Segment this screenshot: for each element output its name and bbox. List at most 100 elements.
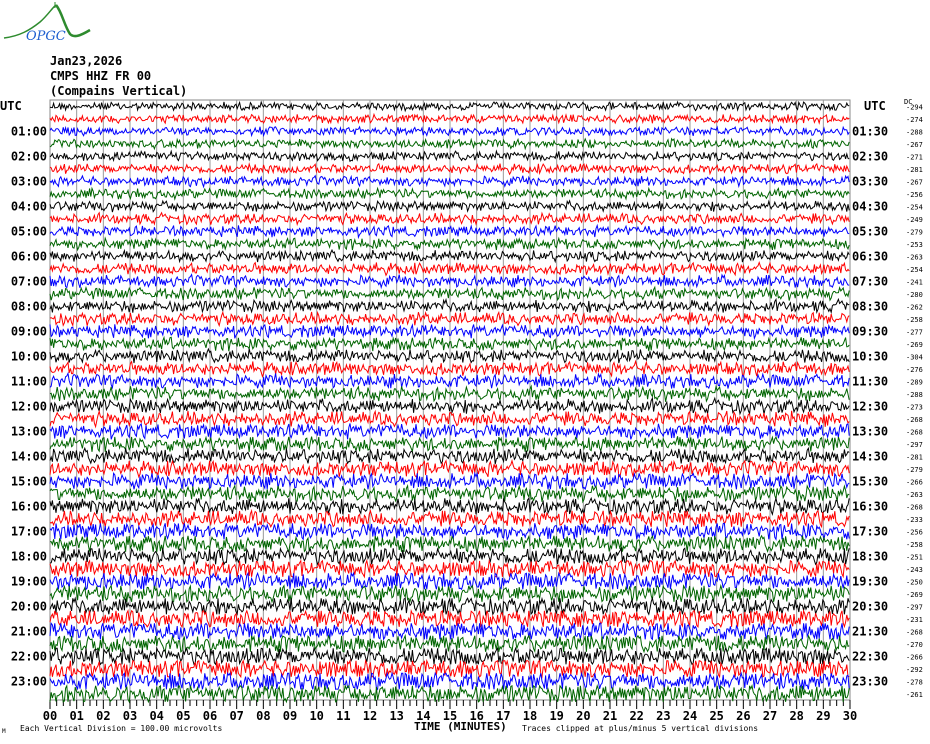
seismic-trace [49,583,850,604]
dc-offset-label: -233 [906,516,923,524]
seismic-trace [49,137,850,151]
seismic-trace [49,323,850,341]
dc-offset-label: -281 [906,166,923,174]
right-time-label: 15:30 [852,474,888,488]
dc-offset-label: -276 [906,366,923,374]
right-time-label: 03:30 [852,174,888,188]
dc-offset-label: -271 [906,153,923,161]
left-time-label: 21:00 [11,624,47,638]
dc-offset-label: -274 [906,116,923,124]
dc-offset-label: -277 [906,328,923,336]
seismic-trace [49,458,850,479]
seismic-trace [49,199,850,213]
x-tick-label: 26 [736,709,750,723]
left-time-label: 22:00 [11,649,47,663]
x-tick-label: 08 [256,709,270,723]
x-tick-label: 28 [789,709,803,723]
dc-offset-label: -273 [906,403,923,411]
x-tick-label: 10 [309,709,323,723]
left-time-label: 11:00 [11,374,47,388]
left-time-label: 07:00 [11,274,47,288]
dc-offset-label: -279 [906,228,923,236]
dc-offset-label: -258 [906,541,923,549]
x-tick-label: 16 [469,709,483,723]
seismic-trace [49,483,850,504]
x-tick-label: 03 [123,709,137,723]
seismic-trace [49,371,850,390]
x-tick-label: 24 [683,709,697,723]
seismic-trace [49,310,850,328]
left-time-label: 09:00 [11,324,47,338]
left-time-label: 01:00 [11,124,47,138]
left-time-label: 23:00 [11,674,47,688]
x-tick-label: 04 [149,709,163,723]
dc-offset-label: -241 [906,278,923,286]
right-time-label: 10:30 [852,349,888,363]
right-time-label: 23:30 [852,674,888,688]
right-time-label: 16:30 [852,499,888,513]
left-time-label: 13:00 [11,424,47,438]
seismic-trace [49,335,850,352]
right-time-label: 05:30 [852,224,888,238]
dc-offset-label: -254 [906,266,923,274]
seismic-trace [49,558,850,579]
right-time-label: 19:30 [852,574,888,588]
logo-text: OPGC [26,29,66,44]
station-label: CMPS HHZ FR 00 [50,69,152,83]
dc-offset-label: -262 [906,303,923,311]
seismic-trace [49,409,850,429]
dc-offset-label: -231 [906,616,923,624]
seismic-trace [49,236,850,252]
left-time-label: 10:00 [11,349,47,363]
dc-offset-label: -261 [906,691,923,699]
dc-offset-label: -288 [906,128,923,136]
left-time-label: 05:00 [11,224,47,238]
seismic-trace [49,260,850,277]
seismic-trace [49,297,850,315]
dc-offset-label: -258 [906,316,923,324]
left-time-label: 14:00 [11,449,47,463]
left-axis-title: UTC [0,99,22,113]
dc-offset-label: -268 [906,416,923,424]
seismic-trace [49,546,850,566]
left-time-label: 20:00 [11,599,47,613]
seismic-trace [49,671,850,691]
dc-offset-label: -269 [906,341,923,349]
right-time-label: 13:30 [852,424,888,438]
seismic-trace [49,396,850,416]
x-tick-label: 05 [176,709,190,723]
x-tick-label: 15 [443,709,457,723]
right-time-label: 08:30 [852,299,888,313]
x-tick-label: 00 [43,709,57,723]
seismic-trace [49,174,850,189]
seismic-trace [49,446,850,465]
dc-offset-label: -270 [906,641,923,649]
seismic-trace [49,534,850,554]
seismic-trace [49,384,850,403]
left-time-label: 04:00 [11,199,47,213]
seismic-trace [49,285,850,302]
seismic-trace [49,658,850,679]
seismic-trace [49,508,850,529]
right-time-label: 17:30 [852,524,888,538]
dc-offset-label: -249 [906,216,923,224]
left-time-label: 02:00 [11,149,47,163]
left-time-label: 17:00 [11,524,47,538]
right-time-label: 04:30 [852,199,888,213]
x-tick-label: 21 [603,709,617,723]
x-tick-label: 06 [203,709,217,723]
seismic-trace [49,125,850,138]
x-tick-label: 01 [69,709,83,723]
seismic-trace [49,435,850,453]
dc-offset-label: -250 [906,578,923,586]
dc-offset-label: -297 [906,441,923,449]
dc-offset-label: -253 [906,241,923,249]
x-tick-label: 19 [549,709,563,723]
dc-offset-label: -297 [906,603,923,611]
seismic-trace [49,223,850,240]
seismic-trace [49,112,850,125]
dc-offset-label: -263 [906,491,923,499]
x-axis-label: TIME (MINUTES) [414,720,507,733]
dc-offset-label: -278 [906,678,923,686]
